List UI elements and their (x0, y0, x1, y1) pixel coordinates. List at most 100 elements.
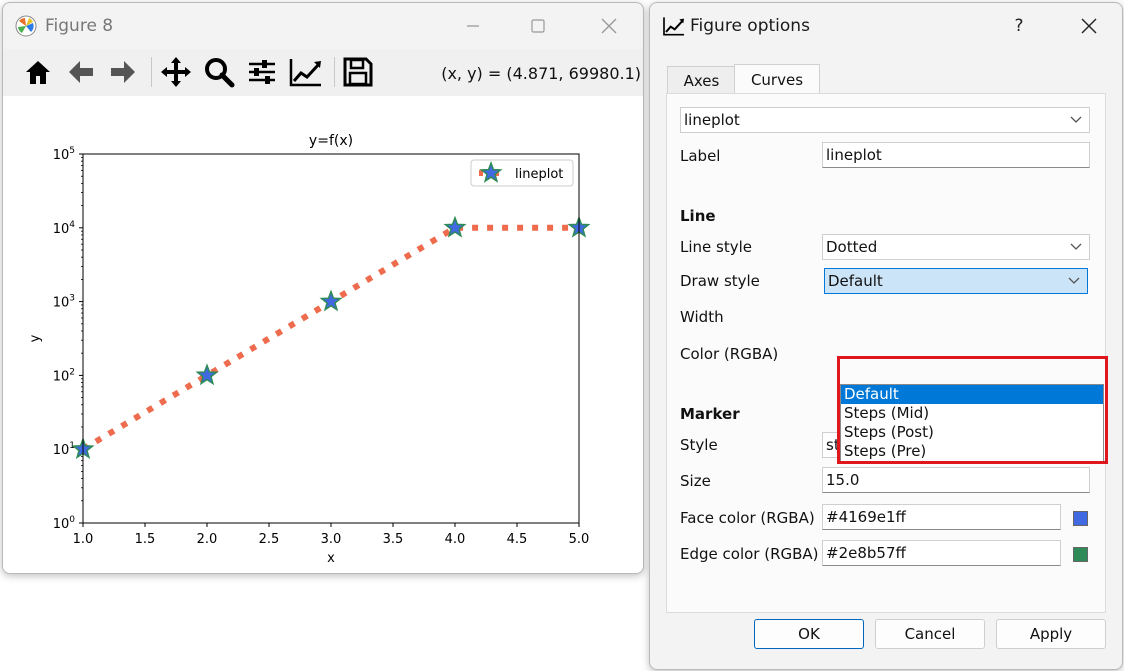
navigation-toolbar: (x, y) = (4.871, 69980.1) (3, 49, 643, 96)
curve-select[interactable]: lineplot (680, 107, 1090, 133)
legend-label: lineplot (515, 167, 563, 182)
figure-titlebar: Figure 8 (3, 3, 643, 49)
edge-color-field[interactable]: #2e8b57ff (822, 540, 1061, 566)
zoom-button[interactable] (201, 54, 237, 90)
x-tick-label: 1.0 (73, 532, 94, 547)
x-tick-label: 3.0 (321, 532, 342, 547)
options-window-title: Figure options (690, 16, 810, 36)
minimize-icon (467, 25, 479, 27)
label-field[interactable]: lineplot (822, 142, 1090, 168)
curves-panel: lineplot Label lineplot Line Line style … (666, 93, 1108, 613)
app-logo-icon (15, 15, 37, 37)
maximize-icon (531, 19, 545, 33)
chart-title: y=f(x) (309, 133, 353, 149)
data-point-star (195, 363, 219, 386)
edit-curves-icon (662, 16, 686, 40)
figure-options-window: Figure options ? Axes Curves lineplot La… (649, 2, 1123, 670)
maximize-button[interactable] (515, 3, 561, 49)
draw-style-option-default[interactable]: Default (841, 385, 1103, 404)
tab-curves[interactable]: Curves (734, 64, 820, 95)
size-field[interactable]: 15.0 (822, 467, 1090, 493)
x-axis-label: x (327, 551, 335, 566)
ok-button[interactable]: OK (754, 619, 864, 649)
x-tick-label: 2.0 (197, 532, 218, 547)
options-close-button[interactable] (1066, 3, 1112, 49)
save-icon (343, 57, 373, 87)
subplots-icon (249, 60, 275, 84)
draw-style-option-steps-post[interactable]: Steps (Post) (844, 423, 934, 441)
x-tick-label: 5.0 (569, 532, 590, 547)
help-button[interactable]: ? (1014, 16, 1024, 36)
apply-button[interactable]: Apply (996, 619, 1106, 649)
marker-style-label: Style (680, 436, 718, 454)
figure-canvas[interactable]: 1.0 1.5 2.0 2.5 3.0 3.5 4.0 4.5 5.0 100 101 102 103 1… (3, 96, 643, 573)
close-button[interactable] (586, 3, 632, 49)
cursor-coordinates: (x, y) = (4.871, 69980.1) (441, 64, 641, 83)
figure-window-title: Figure 8 (45, 16, 114, 36)
toolbar-separator (334, 57, 335, 87)
home-button[interactable] (20, 54, 56, 90)
data-point-star (319, 289, 343, 312)
x-tick-label: 1.5 (135, 532, 156, 547)
y-tick-label: 105 (53, 146, 75, 163)
tab-axes[interactable]: Axes (667, 66, 736, 95)
pan-button[interactable] (158, 54, 194, 90)
draw-style-select[interactable]: Default (824, 268, 1088, 294)
draw-style-option-steps-pre[interactable]: Steps (Pre) (844, 442, 927, 460)
legend-star (479, 160, 503, 183)
figure-window: Figure 8 (2, 2, 644, 574)
line-style-value: Dotted (826, 238, 878, 256)
draw-style-label: Draw style (680, 272, 760, 290)
plot-frame (82, 153, 580, 524)
x-tick-label: 3.5 (383, 532, 404, 547)
chevron-down-icon (1068, 277, 1080, 284)
toolbar-separator (151, 57, 152, 87)
forward-arrow-icon (111, 61, 135, 83)
edit-curves-icon (289, 59, 321, 87)
size-label: Size (680, 472, 711, 490)
face-color-label: Face color (RGBA) (680, 509, 815, 527)
back-arrow-icon (69, 61, 93, 83)
back-button[interactable] (63, 54, 99, 90)
forward-button[interactable] (105, 54, 141, 90)
line-style-label: Line style (680, 238, 752, 256)
y-tick-label: 100 (53, 515, 76, 532)
edge-color-swatch[interactable] (1073, 547, 1088, 562)
y-axis-label: y (28, 334, 43, 342)
chevron-down-icon (1070, 243, 1082, 250)
cancel-button[interactable]: Cancel (875, 619, 985, 649)
color-label: Color (RGBA) (680, 345, 779, 363)
edit-curves-button[interactable] (288, 54, 324, 90)
y-tick-label: 104 (53, 220, 76, 237)
face-color-field[interactable]: #4169e1ff (822, 504, 1061, 530)
chevron-down-icon (1070, 116, 1082, 123)
y-tick-label: 102 (53, 367, 75, 384)
width-label: Width (680, 308, 724, 326)
draw-style-option-steps-mid[interactable]: Steps (Mid) (844, 404, 930, 422)
minimize-button[interactable] (450, 3, 496, 49)
data-point-star (443, 215, 467, 238)
highlight-box (837, 356, 1108, 464)
face-color-swatch[interactable] (1073, 511, 1088, 526)
y-tick-label: 103 (53, 294, 75, 311)
close-icon (601, 18, 617, 34)
marker-section-header: Marker (680, 405, 740, 423)
x-tick-label: 4.5 (507, 532, 528, 547)
zoom-icon (205, 58, 235, 88)
options-titlebar: Figure options ? (650, 3, 1122, 49)
x-tick-label: 4.0 (445, 532, 466, 547)
save-button[interactable] (340, 54, 376, 90)
edge-color-label: Edge color (RGBA) (680, 545, 819, 563)
subplots-button[interactable] (244, 54, 280, 90)
plot-area (83, 154, 579, 523)
x-tick-label: 2.5 (259, 532, 280, 547)
line-style-select[interactable]: Dotted (822, 234, 1090, 260)
close-icon (1081, 18, 1097, 34)
pan-icon (161, 57, 191, 87)
line-section-header: Line (680, 207, 716, 225)
draw-style-value: Default (828, 272, 883, 290)
label-label: Label (680, 147, 721, 165)
y-tick-label: 101 (53, 441, 75, 458)
curve-select-value: lineplot (684, 111, 740, 129)
line-chart[interactable]: 1.0 1.5 2.0 2.5 3.0 3.5 4.0 4.5 5.0 100 101 102 103 1… (3, 96, 641, 572)
